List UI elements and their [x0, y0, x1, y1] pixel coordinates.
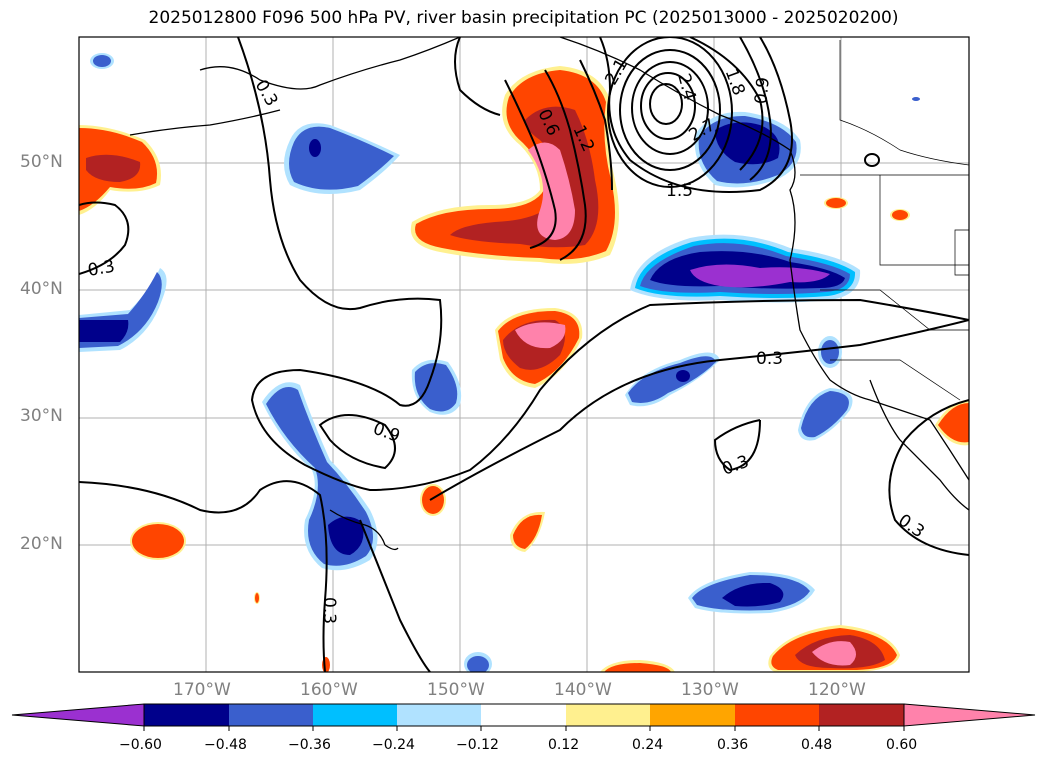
- colorbar-swatch: [144, 704, 229, 726]
- colorbar-swatch: [397, 704, 481, 726]
- colorbar-swatch: [481, 704, 566, 726]
- map-title: 2025012800 F096 500 hPa PV, river basin …: [148, 8, 899, 28]
- lat-label: 50°N: [20, 152, 63, 172]
- lat-label: 40°N: [20, 279, 63, 299]
- lon-label: 150°W: [427, 680, 485, 700]
- colorbar-tick-label: −0.12: [456, 737, 499, 753]
- colorbar-tick-label: 0.36: [717, 737, 749, 753]
- lon-label: 130°W: [681, 680, 739, 700]
- colorbar-swatch: [313, 704, 397, 726]
- colorbar-swatch: [566, 704, 650, 726]
- colorbar-tick-label: −0.24: [372, 737, 415, 753]
- lon-label: 140°W: [554, 680, 612, 700]
- contour-label: 0.3: [756, 349, 783, 369]
- contour-label: 1.5: [666, 181, 693, 201]
- colorbar-tick-label: 0.60: [886, 737, 918, 753]
- colorbar-swatch: [229, 704, 313, 726]
- colorbar-tick-label: 0.24: [632, 737, 664, 753]
- contour-label: 0.3: [319, 597, 339, 624]
- map-border: [78, 36, 970, 673]
- lon-label: 170°W: [173, 680, 231, 700]
- lon-label: 160°W: [300, 680, 358, 700]
- contour-label: 0.9: [751, 76, 773, 105]
- contour-label: 0.3: [86, 257, 116, 281]
- colorbar-tick-label: −0.48: [204, 737, 247, 753]
- precip-negative-shading: [79, 53, 920, 672]
- lon-label: 120°W: [808, 680, 866, 700]
- colorbar-tick-label: −0.36: [288, 737, 331, 753]
- precip-positive-shading: [79, 66, 969, 672]
- colorbar: [11, 703, 1036, 731]
- coastlines: [129, 37, 969, 551]
- borders: [800, 40, 969, 401]
- lat-label: 30°N: [20, 406, 63, 426]
- colorbar-extend-low: [11, 703, 145, 727]
- colorbar-extend-high: [903, 703, 1036, 727]
- colorbar-swatch: [735, 704, 819, 726]
- colorbar-tick-label: 0.12: [548, 737, 580, 753]
- pv-contours: [79, 37, 969, 672]
- lat-label: 20°N: [20, 534, 63, 554]
- colorbar-swatch: [650, 704, 735, 726]
- colorbar-swatch: [819, 704, 904, 726]
- colorbar-tick-label: −0.60: [119, 737, 162, 753]
- colorbar-tick-label: 0.48: [801, 737, 833, 753]
